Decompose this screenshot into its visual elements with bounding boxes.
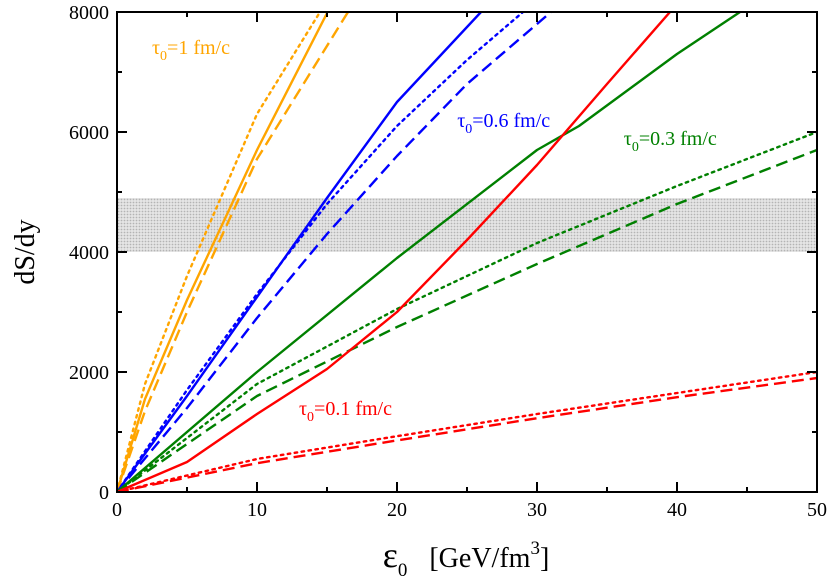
shaded-band	[117, 198, 817, 252]
x-tick-label: 30	[527, 499, 547, 521]
x-axis-subscript: 0	[398, 560, 408, 581]
annotation-tau-symbol: τ	[624, 128, 632, 150]
x-axis-symbol: ε	[383, 535, 398, 575]
series-line-tau06-dashed	[117, 12, 552, 492]
series-line-tau06-dotted	[117, 12, 525, 492]
series-line-tau03-dashed	[117, 148, 817, 492]
series-line-tau1-dashed	[117, 12, 350, 492]
x-axis-title: ε0 [GeV/fm3]	[383, 535, 550, 581]
x-tick-label: 10	[247, 499, 267, 521]
series-line-tau1-solid	[117, 12, 329, 492]
annotation-subscript: 0	[632, 140, 639, 155]
x-axis-superscript: 3	[530, 538, 540, 559]
y-tick-label: 4000	[69, 242, 109, 264]
y-axis-title: dS/dy	[10, 219, 41, 284]
y-tick-label: 6000	[69, 122, 109, 144]
y-tick-label: 0	[99, 482, 109, 504]
x-tick-label: 0	[112, 499, 122, 521]
x-axis-close-bracket: ]	[540, 543, 549, 574]
annotation-tau06: τ0=0.6 fm/c	[457, 110, 550, 137]
annotation-tau03: τ0=0.3 fm/c	[624, 128, 717, 155]
series-line-tau01-dashed	[117, 376, 817, 492]
annotation-value: =0.6 fm/c	[472, 110, 550, 132]
y-tick-label: 8000	[69, 2, 109, 24]
series-line-tau01-solid	[117, 12, 671, 492]
annotation-tau01: τ0=0.1 fm/c	[299, 398, 392, 425]
annotation-subscript: 0	[465, 122, 472, 137]
series-line-tau01-dotted	[117, 370, 817, 492]
annotation-tau1: τ0=1 fm/c	[152, 37, 230, 64]
annotation-value: =1 fm/c	[167, 37, 230, 59]
annotation-subscript: 0	[160, 49, 167, 64]
series-line-tau03-dotted	[117, 130, 817, 492]
x-tick-label: 20	[387, 499, 407, 521]
annotation-subscript: 0	[307, 410, 314, 425]
x-tick-label: 40	[667, 499, 687, 521]
x-axis-units: [GeV/fm	[429, 543, 530, 574]
annotation-tau-symbol: τ	[457, 110, 465, 132]
x-tick-label: 50	[807, 499, 827, 521]
curve-annotations: τ0=1 fm/cτ0=0.6 fm/cτ0=0.3 fm/cτ0=0.1 fm…	[152, 37, 717, 425]
annotation-tau-symbol: τ	[299, 398, 307, 420]
annotation-value: =0.3 fm/c	[639, 128, 717, 150]
series-line-tau03-solid	[117, 12, 741, 492]
y-tick-label: 2000	[69, 362, 109, 384]
series-layer	[117, 12, 817, 492]
annotation-tau-symbol: τ	[152, 37, 160, 59]
plot-frame	[116, 11, 818, 493]
series-line-tau1-dotted	[117, 12, 322, 492]
axis-ticks: 0 10 20 30 40 50 0 2000 4000 6000 8000	[69, 2, 827, 521]
annotation-value: =0.1 fm/c	[314, 398, 392, 420]
